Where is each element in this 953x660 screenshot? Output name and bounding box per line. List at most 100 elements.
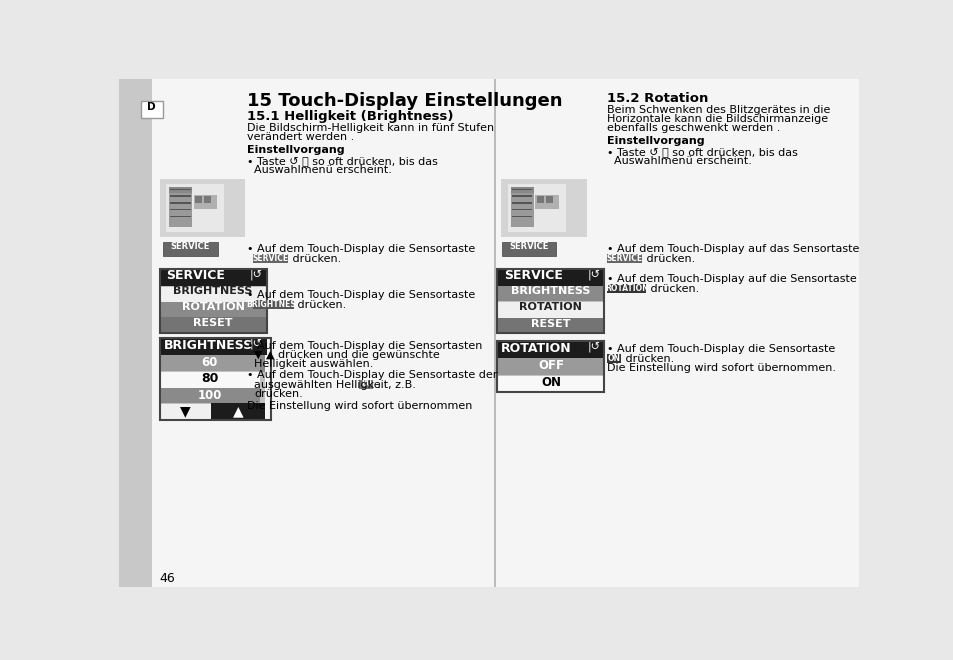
Text: 100: 100	[197, 389, 222, 402]
Text: 15.1 Helligkeit (Brightness): 15.1 Helligkeit (Brightness)	[247, 110, 453, 123]
Bar	[159, 286, 266, 302]
Bar	[195, 196, 202, 203]
Bar	[171, 209, 191, 211]
Bar	[211, 403, 265, 420]
Bar	[546, 196, 553, 203]
Text: BRIGHTNESS: BRIGHTNESS	[163, 339, 253, 352]
Text: drücken.: drücken.	[294, 300, 346, 310]
Text: • Auf dem Touch-Display die Sensortasten: • Auf dem Touch-Display die Sensortasten	[247, 341, 482, 351]
Text: 80: 80	[201, 372, 218, 385]
Text: Die Bildschirm-Helligkeit kann in fünf Stufen: Die Bildschirm-Helligkeit kann in fünf S…	[247, 123, 494, 133]
Bar	[159, 355, 260, 371]
Text: |↺: |↺	[587, 269, 599, 280]
Text: verändert werden .: verändert werden .	[247, 132, 354, 143]
Bar	[159, 180, 245, 237]
Bar	[159, 269, 266, 333]
Bar	[169, 187, 192, 227]
Text: SERVICE: SERVICE	[166, 269, 224, 282]
Text: 15.2 Rotation: 15.2 Rotation	[607, 92, 708, 104]
Bar	[507, 184, 565, 232]
Bar	[159, 302, 266, 317]
Bar	[497, 358, 604, 375]
Text: |↺: |↺	[587, 342, 599, 352]
Text: OFF: OFF	[537, 359, 563, 372]
Text: SERVICE: SERVICE	[503, 269, 562, 282]
Bar	[497, 269, 604, 286]
Text: ebenfalls geschwenkt werden .: ebenfalls geschwenkt werden .	[607, 123, 781, 133]
Bar	[159, 403, 211, 420]
Bar	[500, 180, 586, 237]
Bar	[159, 388, 260, 403]
Text: • Auf dem Touch-Display die Sensortaste der: • Auf dem Touch-Display die Sensortaste …	[247, 370, 497, 380]
Bar	[260, 355, 265, 372]
Bar	[607, 254, 641, 263]
Text: Beim Schwenken des Blitzgerätes in die: Beim Schwenken des Blitzgerätes in die	[607, 104, 830, 115]
Text: SERVICE: SERVICE	[509, 242, 548, 251]
Text: • Auf dem Touch-Display auf das Sensortaste: • Auf dem Touch-Display auf das Sensorta…	[607, 244, 859, 254]
Text: Die Einstellung wird sofort übernommen.: Die Einstellung wird sofort übernommen.	[607, 363, 836, 374]
Text: • Auf dem Touch-Display die Sensortaste: • Auf dem Touch-Display die Sensortaste	[607, 344, 835, 354]
Bar	[497, 318, 604, 333]
Bar	[497, 375, 604, 392]
Text: SERVICE: SERVICE	[606, 254, 642, 263]
Bar	[512, 195, 532, 197]
Bar	[152, 79, 496, 587]
Bar	[260, 355, 265, 403]
Bar	[537, 196, 543, 203]
Bar	[497, 341, 604, 392]
Bar	[497, 286, 604, 301]
Text: Helligkeit auswählen.: Helligkeit auswählen.	[253, 360, 373, 370]
Text: RESET: RESET	[193, 318, 233, 328]
Bar	[497, 269, 604, 333]
Text: Einstellvorgang: Einstellvorgang	[247, 145, 344, 155]
Bar	[193, 195, 216, 209]
Bar	[512, 209, 532, 211]
Text: ON: ON	[607, 354, 620, 363]
Bar	[163, 242, 217, 255]
Bar	[171, 195, 191, 197]
Bar	[204, 196, 212, 203]
Bar	[510, 187, 534, 193]
Text: ▲: ▲	[233, 404, 243, 418]
Text: BRIGHTNESS: BRIGHTNESS	[173, 286, 253, 296]
Text: 15 Touch-Display Einstellungen: 15 Touch-Display Einstellungen	[247, 92, 562, 110]
Text: Die Einstellung wird sofort übernommen: Die Einstellung wird sofort übernommen	[247, 401, 472, 411]
Text: ROTATION: ROTATION	[181, 302, 244, 312]
Text: Einstellvorgang: Einstellvorgang	[607, 136, 704, 146]
Bar	[501, 242, 556, 255]
Text: drücken.: drücken.	[642, 254, 695, 264]
Text: Auswahlmenü erscheint.: Auswahlmenü erscheint.	[614, 156, 752, 166]
Bar	[166, 184, 224, 232]
Bar	[359, 379, 373, 389]
Text: • Auf dem Touch-Display die Sensortaste: • Auf dem Touch-Display die Sensortaste	[247, 290, 475, 300]
Bar	[159, 371, 260, 388]
Text: Auswahlmenü erscheint.: Auswahlmenü erscheint.	[253, 165, 392, 175]
Bar	[494, 79, 496, 587]
Bar	[159, 338, 271, 420]
Text: D: D	[148, 102, 156, 112]
Bar	[535, 195, 558, 209]
Text: BRIGHTNESS: BRIGHTNESS	[511, 286, 590, 296]
Text: • Auf dem Touch-Display die Sensortaste: • Auf dem Touch-Display die Sensortaste	[247, 244, 475, 254]
Text: ROTATION: ROTATION	[604, 284, 648, 293]
Bar	[159, 317, 266, 333]
Text: • Taste ↺ ⓦ so oft drücken, bis das: • Taste ↺ ⓦ so oft drücken, bis das	[247, 156, 437, 166]
Text: 60: 60	[201, 356, 218, 369]
Bar	[496, 79, 858, 587]
Text: 80: 80	[361, 379, 372, 389]
Text: ROTATION: ROTATION	[500, 342, 572, 355]
Text: • Auf dem Touch-Display auf die Sensortaste: • Auf dem Touch-Display auf die Sensorta…	[607, 274, 857, 284]
Bar	[119, 79, 152, 587]
Bar	[159, 269, 266, 286]
Bar	[253, 254, 288, 263]
Text: drücken.: drücken.	[253, 389, 302, 399]
Text: Horizontale kann die Bildschirmanzeige: Horizontale kann die Bildschirmanzeige	[607, 114, 828, 124]
Text: ROTATION: ROTATION	[519, 302, 581, 312]
Text: • Taste ↺ ⓦ so oft drücken, bis das: • Taste ↺ ⓦ so oft drücken, bis das	[607, 147, 798, 157]
Text: drücken.: drücken.	[289, 254, 341, 264]
Text: RESET: RESET	[531, 319, 570, 329]
Text: 46: 46	[159, 572, 175, 585]
Text: ▼: ▼	[179, 404, 191, 418]
Text: ▼ ▲ drücken und die gewünschte: ▼ ▲ drücken und die gewünschte	[253, 350, 439, 360]
Bar	[171, 216, 191, 217]
